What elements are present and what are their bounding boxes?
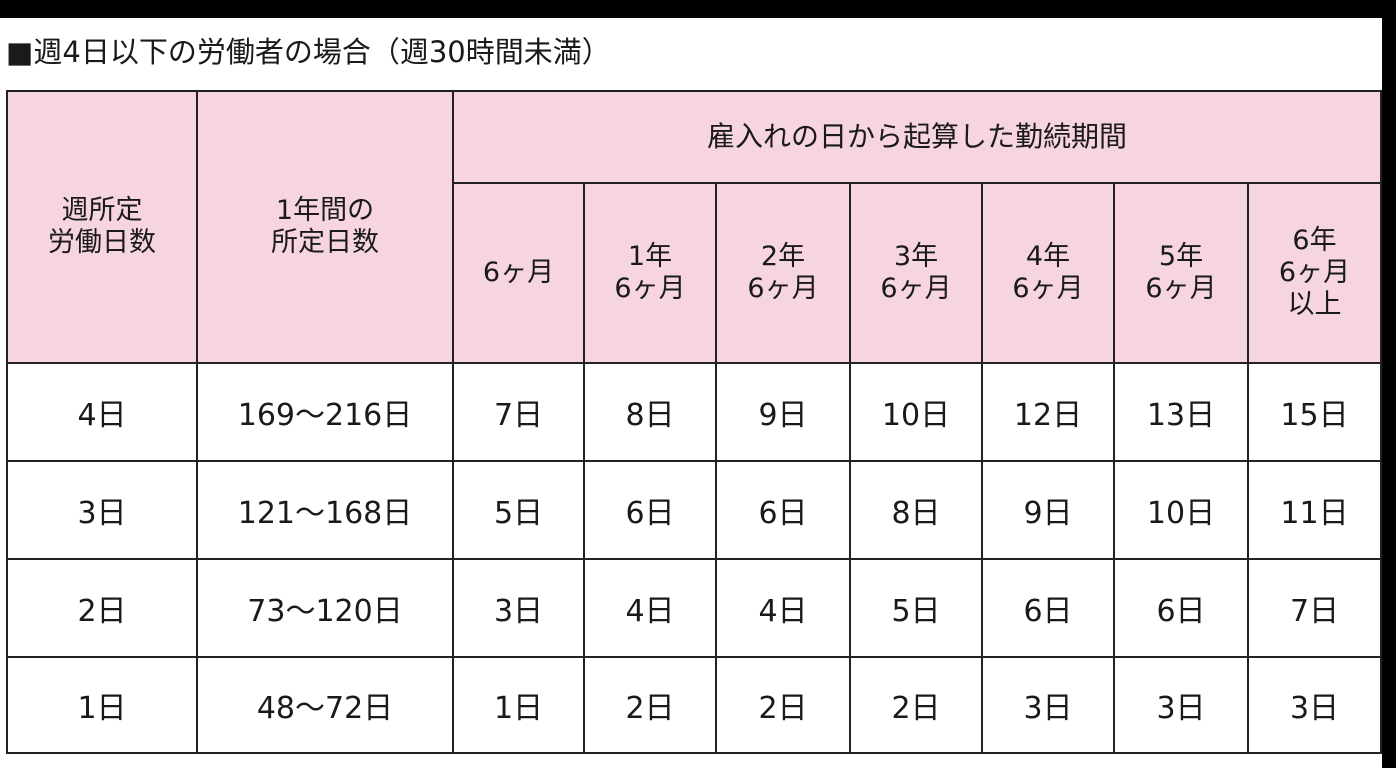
cell-weekly-days: 3日 <box>6 460 198 560</box>
cell-leave-days: 5日 <box>452 460 585 560</box>
header-period: 6年 6ヶ月 以上 <box>1246 182 1383 364</box>
cell-leave-days: 4日 <box>583 558 717 658</box>
cell-leave-days: 3日 <box>452 558 585 658</box>
cell-leave-days: 6日 <box>981 558 1115 658</box>
cell-annual-days: 121〜168日 <box>196 460 454 560</box>
cell-leave-days: 3日 <box>1246 656 1383 754</box>
header-period: 2年 6ヶ月 <box>715 182 851 364</box>
cell-leave-days: 8日 <box>583 362 717 462</box>
cell-leave-days: 7日 <box>1246 558 1383 658</box>
cell-annual-days: 73〜120日 <box>196 558 454 658</box>
cell-leave-days: 9日 <box>981 460 1115 560</box>
cell-leave-days: 10日 <box>849 362 983 462</box>
header-annual-days: 1年間の 所定日数 <box>196 90 454 364</box>
cell-leave-days: 6日 <box>715 460 851 560</box>
cell-leave-days: 9日 <box>715 362 851 462</box>
cell-leave-days: 8日 <box>849 460 983 560</box>
header-period: 6ヶ月 <box>452 182 585 364</box>
cell-annual-days: 48〜72日 <box>196 656 454 754</box>
cell-leave-days: 1日 <box>452 656 585 754</box>
table-row: 2日 73〜120日 3日 4日 4日 5日 6日 6日 7日 <box>6 558 1383 658</box>
cell-leave-days: 15日 <box>1246 362 1383 462</box>
table-row: 1日 48〜72日 1日 2日 2日 2日 3日 3日 3日 <box>6 656 1383 754</box>
paid-leave-table: 週所定 労働日数 1年間の 所定日数 雇入れの日から起算した勤続期間 6ヶ月 1… <box>6 90 1383 754</box>
table-row: 3日 121〜168日 5日 6日 6日 8日 9日 10日 11日 <box>6 460 1383 560</box>
header-period: 5年 6ヶ月 <box>1113 182 1249 364</box>
cell-annual-days: 169〜216日 <box>196 362 454 462</box>
cell-weekly-days: 2日 <box>6 558 198 658</box>
page-title: ■週4日以下の労働者の場合（週30時間未満） <box>6 35 611 69</box>
cell-leave-days: 6日 <box>1113 558 1249 658</box>
cell-leave-days: 11日 <box>1246 460 1383 560</box>
cell-leave-days: 2日 <box>583 656 717 754</box>
cell-leave-days: 4日 <box>715 558 851 658</box>
header-period: 3年 6ヶ月 <box>849 182 983 364</box>
header-weekly-days: 週所定 労働日数 <box>6 90 198 364</box>
cell-leave-days: 5日 <box>849 558 983 658</box>
cell-leave-days: 10日 <box>1113 460 1249 560</box>
document-page: ■週4日以下の労働者の場合（週30時間未満） 週所定 労働日数 1年間の 所定日… <box>0 18 1383 768</box>
cell-leave-days: 6日 <box>583 460 717 560</box>
cell-leave-days: 2日 <box>849 656 983 754</box>
cell-leave-days: 7日 <box>452 362 585 462</box>
cell-weekly-days: 4日 <box>6 362 198 462</box>
cell-weekly-days: 1日 <box>6 656 198 754</box>
cell-leave-days: 3日 <box>981 656 1115 754</box>
table-row: 4日 169〜216日 7日 8日 9日 10日 12日 13日 15日 <box>6 362 1383 462</box>
cell-leave-days: 13日 <box>1113 362 1249 462</box>
header-period: 1年 6ヶ月 <box>583 182 717 364</box>
header-period: 4年 6ヶ月 <box>981 182 1115 364</box>
cell-leave-days: 12日 <box>981 362 1115 462</box>
cell-leave-days: 2日 <box>715 656 851 754</box>
header-service-period: 雇入れの日から起算した勤続期間 <box>451 90 1383 184</box>
cell-leave-days: 3日 <box>1113 656 1249 754</box>
